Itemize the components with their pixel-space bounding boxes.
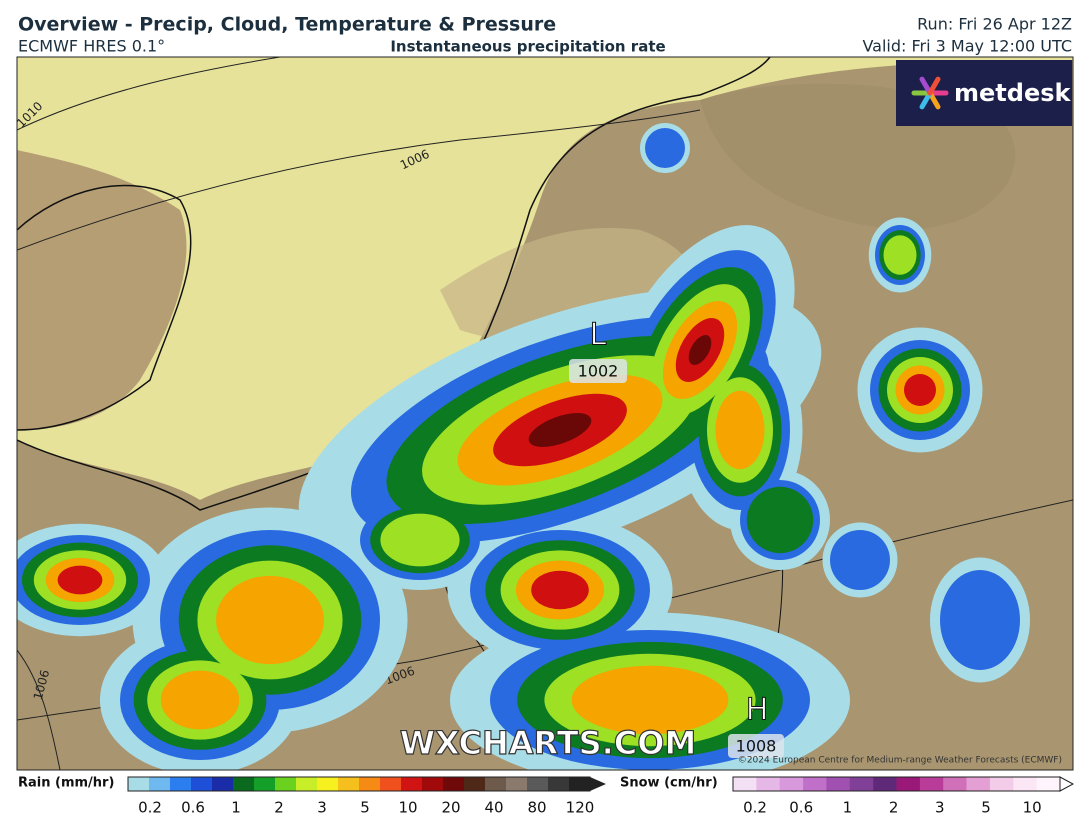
model: ECMWF HRES 0.1° [18, 37, 165, 56]
precip-area [688, 335, 712, 365]
pressure-box [728, 734, 784, 758]
snow-tick-label: 0.6 [789, 799, 813, 817]
snow-legend-title: Snow (cm/hr) [620, 776, 718, 791]
precip-area [216, 575, 324, 665]
run-time: Run: Fri 26 Apr 12Z [917, 15, 1072, 34]
rain-color [443, 777, 465, 791]
snow-bar-frame [732, 776, 1061, 792]
rain-color [527, 777, 549, 791]
snow-tick-label: 2 [889, 799, 899, 817]
rain-color [422, 777, 444, 791]
rain-color [149, 777, 171, 791]
precip-area [380, 513, 460, 567]
precip-area [830, 530, 890, 590]
rain-tick-label: 5 [360, 799, 370, 817]
precip-area [940, 570, 1020, 670]
rain-color [464, 777, 486, 791]
precip-area [571, 665, 729, 735]
snow-color [1013, 777, 1037, 791]
rain-color [380, 777, 402, 791]
snow-tick-label: 3 [935, 799, 945, 817]
snow-color [803, 777, 827, 791]
precip-area [904, 374, 936, 406]
snow-color [966, 777, 991, 791]
rain-color [317, 777, 339, 791]
high-symbol: H [746, 693, 769, 728]
rain-color [506, 777, 528, 791]
rain-color [170, 777, 192, 791]
rain-tick-label: 20 [441, 799, 460, 817]
rain-tick-label: 1 [231, 799, 241, 817]
rain-color [569, 777, 591, 791]
watermark: WXCHARTS.COM [400, 724, 697, 762]
low-symbol: L [590, 318, 607, 353]
snow-color [989, 777, 1014, 791]
pressure-box [569, 359, 627, 383]
copyright: ©2024 European Centre for Medium-range W… [738, 756, 1062, 766]
snow-color [779, 777, 804, 791]
rain-color [254, 777, 276, 791]
snow-color [733, 777, 757, 791]
subtitle: Instantaneous precipitation rate [390, 38, 665, 56]
legend: Rain (mm/hr) 0.2 0.6 1 2 3 5 10 20 40 80 120 Snow (c… [18, 776, 1075, 817]
rain-tick-label: 2 [274, 799, 284, 817]
land [17, 150, 187, 430]
low-pressure: 1002 [578, 362, 619, 381]
precip-area [57, 565, 103, 595]
snow-tick-label: 5 [981, 799, 991, 817]
rain-legend-title: Rain (mm/hr) [18, 776, 114, 791]
snow-color [943, 777, 967, 791]
snow-color [1036, 777, 1061, 791]
map: 1010100610061006L1002H1008metdeskWXCHART… [17, 57, 1073, 770]
rain-color [401, 777, 423, 791]
precip-area [160, 670, 240, 730]
rain-color [212, 777, 234, 791]
rain-tick-label: 120 [566, 799, 595, 817]
rain-bar-frame [127, 776, 591, 792]
rain-color [338, 777, 360, 791]
precip-area [645, 128, 685, 168]
rain-tick-label: 10 [398, 799, 417, 817]
precip-area [746, 486, 814, 554]
snow-tick-label: 0.2 [743, 799, 767, 817]
rain-color [485, 777, 507, 791]
snow-color [919, 777, 944, 791]
snow-color [826, 777, 851, 791]
high-pressure: 1008 [736, 737, 777, 756]
logo-mark [927, 76, 941, 96]
rain-color [275, 777, 297, 791]
snow-tick-label: 1 [843, 799, 853, 817]
snow-tick-label: 10 [1023, 799, 1042, 817]
rain-arrow [590, 777, 606, 791]
map-frame [16, 56, 1074, 771]
isobar [17, 649, 61, 770]
snow-color [896, 777, 921, 791]
snow-color [849, 777, 874, 791]
precip-area [531, 570, 589, 610]
rain-color [359, 777, 381, 791]
logo-text: metdesk [954, 79, 1072, 107]
rain-color [548, 777, 570, 791]
title: Overview - Precip, Cloud, Temperature & … [18, 14, 556, 36]
snow-color [873, 777, 897, 791]
valid-time: Valid: Fri 3 May 12:00 UTC [862, 37, 1072, 56]
snow-color [756, 777, 781, 791]
rain-tick-label: 0.2 [138, 799, 162, 817]
rain-tick-label: 3 [317, 799, 327, 817]
rain-color [191, 777, 213, 791]
rain-tick-label: 80 [527, 799, 546, 817]
rain-color [233, 777, 255, 791]
precip-area [528, 413, 592, 447]
rain-tick-label: 0.6 [181, 799, 205, 817]
rain-color [296, 777, 318, 791]
rain-color [128, 777, 150, 791]
rain-tick-label: 40 [484, 799, 503, 817]
coastline [17, 184, 192, 431]
isobar [17, 57, 281, 131]
precip-area [715, 390, 765, 470]
isobar [17, 109, 701, 251]
precip-area [883, 235, 917, 275]
